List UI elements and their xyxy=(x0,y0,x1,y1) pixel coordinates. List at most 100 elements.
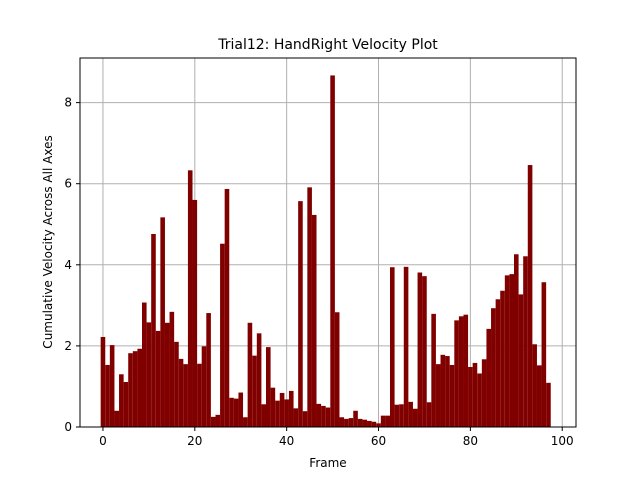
bar xyxy=(261,404,266,427)
x-axis-title: Frame xyxy=(309,456,346,470)
x-tick-label: 20 xyxy=(187,434,202,448)
bar xyxy=(390,267,395,427)
bar xyxy=(330,75,335,427)
bar xyxy=(445,356,450,427)
bar xyxy=(247,322,253,427)
bar xyxy=(288,390,294,427)
bar xyxy=(477,373,482,427)
bar xyxy=(201,346,207,427)
x-tick-label: 40 xyxy=(279,434,294,448)
bar xyxy=(339,417,345,427)
bar xyxy=(523,256,528,427)
bar xyxy=(114,410,120,427)
bar xyxy=(233,398,239,427)
bar xyxy=(105,364,110,427)
bar xyxy=(495,299,501,427)
bar xyxy=(220,243,225,427)
bar xyxy=(371,421,377,427)
y-tick-label: 6 xyxy=(64,177,72,191)
bar xyxy=(298,201,303,427)
bar xyxy=(463,314,469,427)
bar xyxy=(137,348,142,427)
bar xyxy=(468,366,473,427)
bar xyxy=(353,410,358,427)
bar xyxy=(500,290,505,427)
bar xyxy=(270,387,276,427)
bar xyxy=(321,405,326,427)
bar xyxy=(238,392,244,427)
bar xyxy=(100,336,106,427)
bar xyxy=(472,362,478,427)
bar xyxy=(426,402,432,427)
bar xyxy=(412,408,418,427)
chart-title: Trial12: HandRight Velocity Plot xyxy=(217,37,438,53)
bar xyxy=(527,165,533,428)
bar xyxy=(334,312,340,427)
bar xyxy=(128,353,133,427)
bar xyxy=(142,302,147,427)
bar xyxy=(449,364,455,427)
bar xyxy=(357,418,363,427)
bar xyxy=(518,294,524,427)
bar xyxy=(481,359,487,427)
plot-frame xyxy=(79,57,577,428)
x-tick-label: 0 xyxy=(99,434,107,448)
bar xyxy=(422,276,427,427)
bar xyxy=(514,254,519,427)
bar xyxy=(362,419,368,427)
bar xyxy=(187,170,193,428)
bar xyxy=(224,188,230,427)
bar xyxy=(408,401,413,427)
bar xyxy=(302,411,308,427)
bar xyxy=(160,217,165,427)
bar xyxy=(509,274,514,427)
bar xyxy=(183,364,188,427)
bar xyxy=(431,313,436,427)
y-axis-title: Cumulative Velocity Across All Axes xyxy=(41,135,55,348)
bar xyxy=(252,355,257,427)
bar xyxy=(192,199,198,427)
bar xyxy=(215,414,221,427)
bar xyxy=(399,404,404,427)
bar xyxy=(417,272,423,427)
bar xyxy=(486,328,492,427)
bar xyxy=(454,320,459,427)
bar xyxy=(532,344,537,427)
bar xyxy=(307,187,312,427)
bar xyxy=(491,308,496,427)
bar xyxy=(325,407,331,427)
y-axis-ticks: 0 2 4 6 8 xyxy=(64,96,80,434)
bar xyxy=(440,354,446,427)
bars xyxy=(100,75,551,428)
y-tick-label: 8 xyxy=(64,96,72,110)
bar xyxy=(210,416,216,427)
bar xyxy=(197,363,202,427)
bar xyxy=(178,358,184,427)
bar xyxy=(344,418,349,427)
bar xyxy=(275,400,280,427)
bar xyxy=(155,330,161,427)
bar xyxy=(279,392,285,427)
bar xyxy=(458,316,464,427)
bar xyxy=(229,397,234,427)
bar xyxy=(380,415,386,427)
bar xyxy=(435,364,441,427)
x-tick-label: 60 xyxy=(371,434,386,448)
bar xyxy=(394,404,400,427)
bar xyxy=(316,403,322,427)
bar xyxy=(546,382,551,427)
bar xyxy=(146,322,152,427)
bar xyxy=(293,408,299,427)
bar xyxy=(119,374,124,427)
bar xyxy=(311,214,317,427)
y-tick-label: 0 xyxy=(64,420,72,434)
y-tick-label: 4 xyxy=(64,258,72,272)
bar xyxy=(174,341,179,427)
bar xyxy=(151,233,156,427)
bar xyxy=(206,313,211,427)
bar xyxy=(169,311,175,427)
x-tick-label: 80 xyxy=(463,434,478,448)
x-tick-label: 100 xyxy=(551,434,574,448)
bar xyxy=(284,399,289,427)
